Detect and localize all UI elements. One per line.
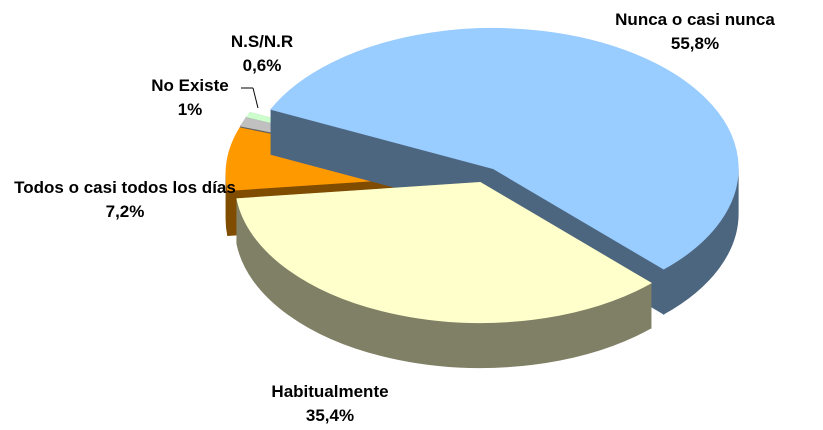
value-label: 35,4% <box>305 406 355 425</box>
category-label: Habitualmente <box>271 382 389 401</box>
category-label: N.S/N.R <box>230 32 294 51</box>
slice-label: Habitualmente 35,4% <box>230 380 430 428</box>
leader-line <box>252 87 259 109</box>
slice-label: Nunca o casi nunca 55,8% <box>595 8 795 56</box>
value-label: 1% <box>177 100 203 119</box>
value-label: 55,8% <box>670 34 720 53</box>
slice-label: Todos o casi todos los días 7,2% <box>10 176 240 224</box>
slice <box>270 28 739 270</box>
slice-label: N.S/N.R 0,6% <box>202 30 322 78</box>
category-label: Nunca o casi nunca <box>615 10 775 29</box>
slice <box>236 182 652 323</box>
value-label: 7,2% <box>105 202 145 221</box>
category-label: No Existe <box>151 76 229 95</box>
category-label: Todos o casi todos los días <box>14 178 236 197</box>
slice-label: No Existe 1% <box>130 74 250 122</box>
value-label: 0,6% <box>242 56 282 75</box>
